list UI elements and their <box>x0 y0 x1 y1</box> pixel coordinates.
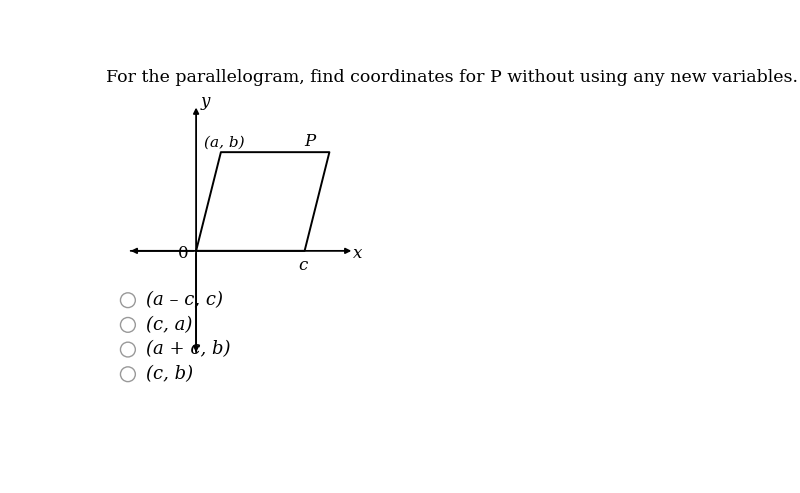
Text: (a, b): (a, b) <box>204 136 245 149</box>
Text: P: P <box>305 133 316 149</box>
Text: y: y <box>201 93 210 110</box>
Text: (c, a): (c, a) <box>146 316 193 334</box>
Text: For the parallelogram, find coordinates for P without using any new variables.: For the parallelogram, find coordinates … <box>106 69 798 86</box>
Text: (c, b): (c, b) <box>146 365 194 383</box>
Text: x: x <box>353 245 362 262</box>
Text: (a – c, c): (a – c, c) <box>146 291 223 309</box>
Text: 0: 0 <box>178 245 188 262</box>
Text: c: c <box>298 256 307 274</box>
Text: (a + c, b): (a + c, b) <box>146 341 231 358</box>
